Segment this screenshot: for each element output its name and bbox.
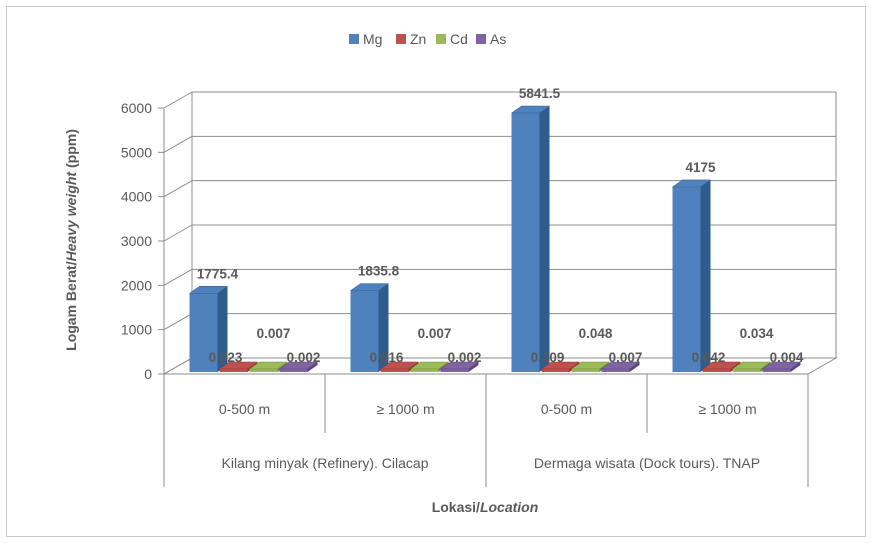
bar-top-cd [731, 361, 772, 370]
y-tick-label: 5000 [121, 144, 152, 160]
bar-top-cd [570, 361, 611, 370]
data-label-cd: 0.007 [257, 326, 291, 341]
legend-swatch-zn [396, 34, 406, 44]
data-label-zn: 0.016 [370, 350, 404, 365]
bar-mg [511, 113, 540, 373]
y-tick-label: 0 [144, 366, 152, 382]
bar-top-as [439, 361, 480, 370]
bar-top-zn [540, 361, 581, 370]
data-label-zn: 0.042 [692, 350, 726, 365]
bar-as [762, 369, 791, 372]
bar-cd [249, 369, 278, 372]
bar-cd [410, 369, 439, 372]
legend-swatch-mg [349, 34, 359, 44]
data-label-as: 0.007 [609, 350, 643, 365]
bar-as [440, 369, 469, 372]
legend-label-zn: Zn [410, 31, 426, 47]
bar-mg [350, 290, 379, 372]
gridline-side [163, 180, 193, 198]
bar-side-mg [539, 106, 550, 373]
y-axis-title: Logam Berat/Heavy weight (ppm) [63, 129, 79, 351]
data-label-cd: 0.048 [579, 326, 613, 341]
bar-top-mg [671, 179, 712, 188]
bar-mg [189, 293, 218, 372]
data-label-mg: 1775.4 [197, 266, 239, 281]
bar-top-mg [188, 286, 229, 294]
bar-top-mg [349, 283, 390, 291]
legend-swatch-cd [436, 34, 446, 44]
bar-zn [702, 369, 731, 372]
bar-top-as [600, 361, 641, 370]
legend-label-cd: Cd [450, 31, 468, 47]
data-label-cd: 0.034 [740, 326, 774, 341]
bar-side-as [790, 362, 801, 372]
data-label-zn: 0.109 [531, 350, 565, 365]
bar-top-mg [510, 105, 551, 114]
x-tick-label: 0-500 m [541, 401, 592, 417]
legend-label-mg: Mg [363, 31, 382, 47]
y-tick-label: 2000 [121, 277, 152, 293]
y-axis: 0 1000 2000 3000 4000 5000 6000 [121, 100, 165, 382]
y-tick-label: 3000 [121, 233, 152, 249]
gridline-side [163, 268, 193, 286]
data-label-mg: 5841.5 [519, 86, 561, 101]
gridline-side [163, 313, 193, 331]
x-axis: 0-500 m ≥ 1000 m 0-500 m ≥ 1000 m Kilang min… [163, 373, 809, 487]
bar-cd [571, 369, 600, 372]
bar-side-as [307, 362, 318, 372]
bar-top-zn [379, 361, 420, 370]
x-group-label: Kilang minyak (Refinery). Cilacap [222, 455, 429, 471]
data-label-mg: 4175 [685, 160, 716, 175]
bar-top-cd [409, 361, 450, 370]
bar-top-as [278, 361, 319, 370]
bar-as [279, 369, 308, 372]
bar-side-mg [217, 286, 228, 372]
gridline-side [163, 135, 193, 153]
data-label-mg: 1835.8 [358, 264, 400, 279]
bar-zn [219, 369, 248, 372]
bar-top-zn [701, 361, 742, 370]
bar-top-as [761, 361, 802, 370]
x-axis-title: Lokasi/Location [432, 499, 539, 515]
x-group-label: Dermaga wisata (Dock tours). TNAP [534, 455, 760, 471]
legend: Mg Zn Cd As [349, 31, 506, 47]
data-label-as: 0.002 [448, 350, 482, 365]
x-tick-label: ≥ 1000 m [376, 401, 434, 417]
bar-top-cd [248, 361, 289, 370]
bar-side-mg [700, 179, 711, 372]
bar-side-as [629, 362, 640, 372]
bar-mg [672, 186, 701, 372]
legend-label-as: As [490, 31, 506, 47]
bar-zn [541, 369, 570, 372]
chart-frame [6, 6, 866, 537]
y-tick-label: 1000 [121, 322, 152, 338]
bar-side-mg [378, 283, 389, 372]
data-label-zn: 0.023 [209, 350, 243, 365]
bar-side-as [468, 362, 479, 372]
data-labels: 1775.4 0.023 0.007 0.002 1835.8 0.016 0.007 0.0… [197, 86, 804, 365]
legend-swatch-as [476, 34, 486, 44]
bar-zn [380, 369, 409, 372]
bars [188, 105, 802, 373]
data-label-as: 0.004 [770, 350, 804, 365]
gridline-side [163, 91, 193, 109]
x-tick-label: ≥ 1000 m [698, 401, 756, 417]
x-tick-label: 0-500 m [219, 401, 270, 417]
bar-as [601, 369, 630, 372]
data-label-as: 0.002 [287, 350, 321, 365]
y-tick-label: 4000 [121, 189, 152, 205]
gridline-side [163, 224, 193, 242]
bar-cd [732, 369, 761, 372]
data-label-cd: 0.007 [418, 326, 452, 341]
y-tick-label: 6000 [121, 100, 152, 116]
bar-top-zn [218, 361, 259, 370]
